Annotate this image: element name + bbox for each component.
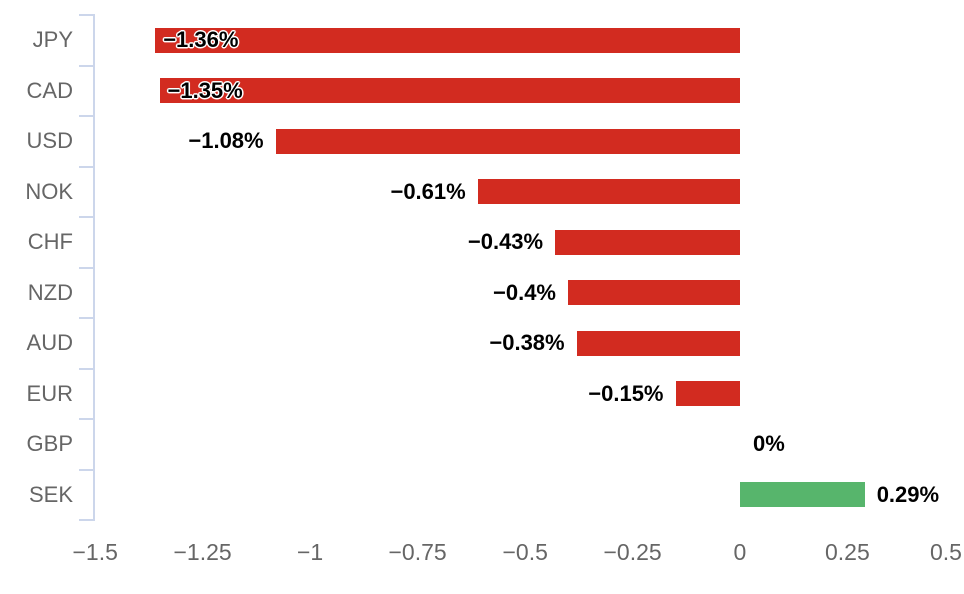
category-axis-tick (79, 216, 95, 218)
bar-cad[interactable] (159, 78, 740, 104)
category-label-jpy: JPY (32, 27, 73, 53)
x-axis-label-0.5: 0.5 (930, 539, 962, 565)
bar-eur[interactable] (675, 381, 740, 407)
bar-nok[interactable] (477, 179, 740, 205)
bar-nzd[interactable] (568, 280, 740, 306)
category-label-usd: USD (26, 128, 73, 154)
category-axis-tick (79, 266, 95, 269)
bar-chf[interactable] (555, 229, 740, 255)
value-label-nok: −0.61% (390, 178, 466, 204)
value-label-sek: 0.29% (876, 481, 940, 507)
x-axis-label-0.5: −0.5 (502, 539, 548, 565)
x-axis-label-0.25: −0.25 (603, 539, 662, 565)
category-label-sek: SEK (28, 481, 73, 507)
category-axis-tick (79, 14, 95, 16)
category-axis-tick (79, 115, 95, 117)
value-label-usd: −1.08% (188, 128, 264, 154)
x-axis-label-0.75: −0.75 (388, 539, 447, 565)
category-label-aud: AUD (26, 330, 73, 356)
bar-sek[interactable] (740, 482, 865, 508)
category-axis-tick (79, 367, 95, 370)
category-label-gbp: GBP (26, 431, 73, 457)
value-label-chf: −0.43% (467, 229, 544, 255)
category-label-nok: NOK (25, 178, 73, 204)
value-label-jpy: −1.36% (163, 27, 239, 53)
bar-aud[interactable] (576, 330, 740, 356)
category-axis-tick (79, 165, 95, 168)
category-label-eur: EUR (26, 380, 73, 406)
category-axis-tick (79, 64, 95, 67)
x-axis-label-1.5: −1.5 (72, 539, 118, 565)
category-axis-tick (79, 519, 95, 521)
value-label-cad: −1.35% (167, 77, 243, 103)
category-label-cad: CAD (26, 77, 73, 103)
bar-usd[interactable] (275, 128, 740, 154)
value-label-nzd: −0.4% (493, 279, 556, 305)
value-label-aud: −0.38% (489, 330, 565, 356)
value-label-eur: −0.15% (588, 380, 664, 406)
category-axis-tick (79, 418, 95, 420)
x-axis-label-1: −1 (297, 539, 324, 565)
category-axis-tick (79, 468, 95, 471)
category-label-chf: CHF (27, 229, 73, 255)
category-axis-tick (79, 317, 95, 319)
bar-jpy[interactable] (155, 27, 740, 53)
x-axis-label-0: 0 (733, 539, 747, 565)
x-axis-label-0.25: 0.25 (825, 539, 870, 565)
x-axis-label-1.25: −1.25 (173, 539, 232, 565)
category-label-nzd: NZD (27, 279, 73, 305)
value-label-gbp: 0% (753, 431, 785, 457)
